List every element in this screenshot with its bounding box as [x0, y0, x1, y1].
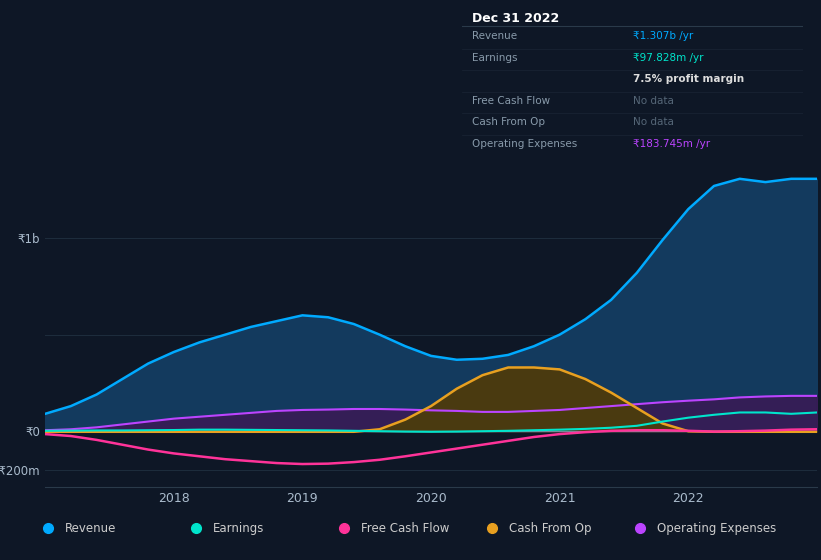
Text: ₹183.745m /yr: ₹183.745m /yr: [632, 139, 709, 149]
Text: Cash From Op: Cash From Op: [509, 522, 592, 535]
Text: Dec 31 2022: Dec 31 2022: [472, 12, 560, 25]
Text: Free Cash Flow: Free Cash Flow: [361, 522, 449, 535]
Text: Earnings: Earnings: [213, 522, 264, 535]
Text: Operating Expenses: Operating Expenses: [472, 139, 578, 149]
Text: Revenue: Revenue: [472, 31, 517, 41]
Text: Free Cash Flow: Free Cash Flow: [472, 96, 551, 106]
Text: 7.5% profit margin: 7.5% profit margin: [632, 74, 744, 84]
Text: Cash From Op: Cash From Op: [472, 118, 545, 127]
Text: Operating Expenses: Operating Expenses: [658, 522, 777, 535]
Text: No data: No data: [632, 96, 673, 106]
Text: ₹97.828m /yr: ₹97.828m /yr: [632, 53, 703, 63]
Text: Earnings: Earnings: [472, 53, 518, 63]
Text: ₹1.307b /yr: ₹1.307b /yr: [632, 31, 693, 41]
Text: No data: No data: [632, 118, 673, 127]
Text: Revenue: Revenue: [65, 522, 116, 535]
